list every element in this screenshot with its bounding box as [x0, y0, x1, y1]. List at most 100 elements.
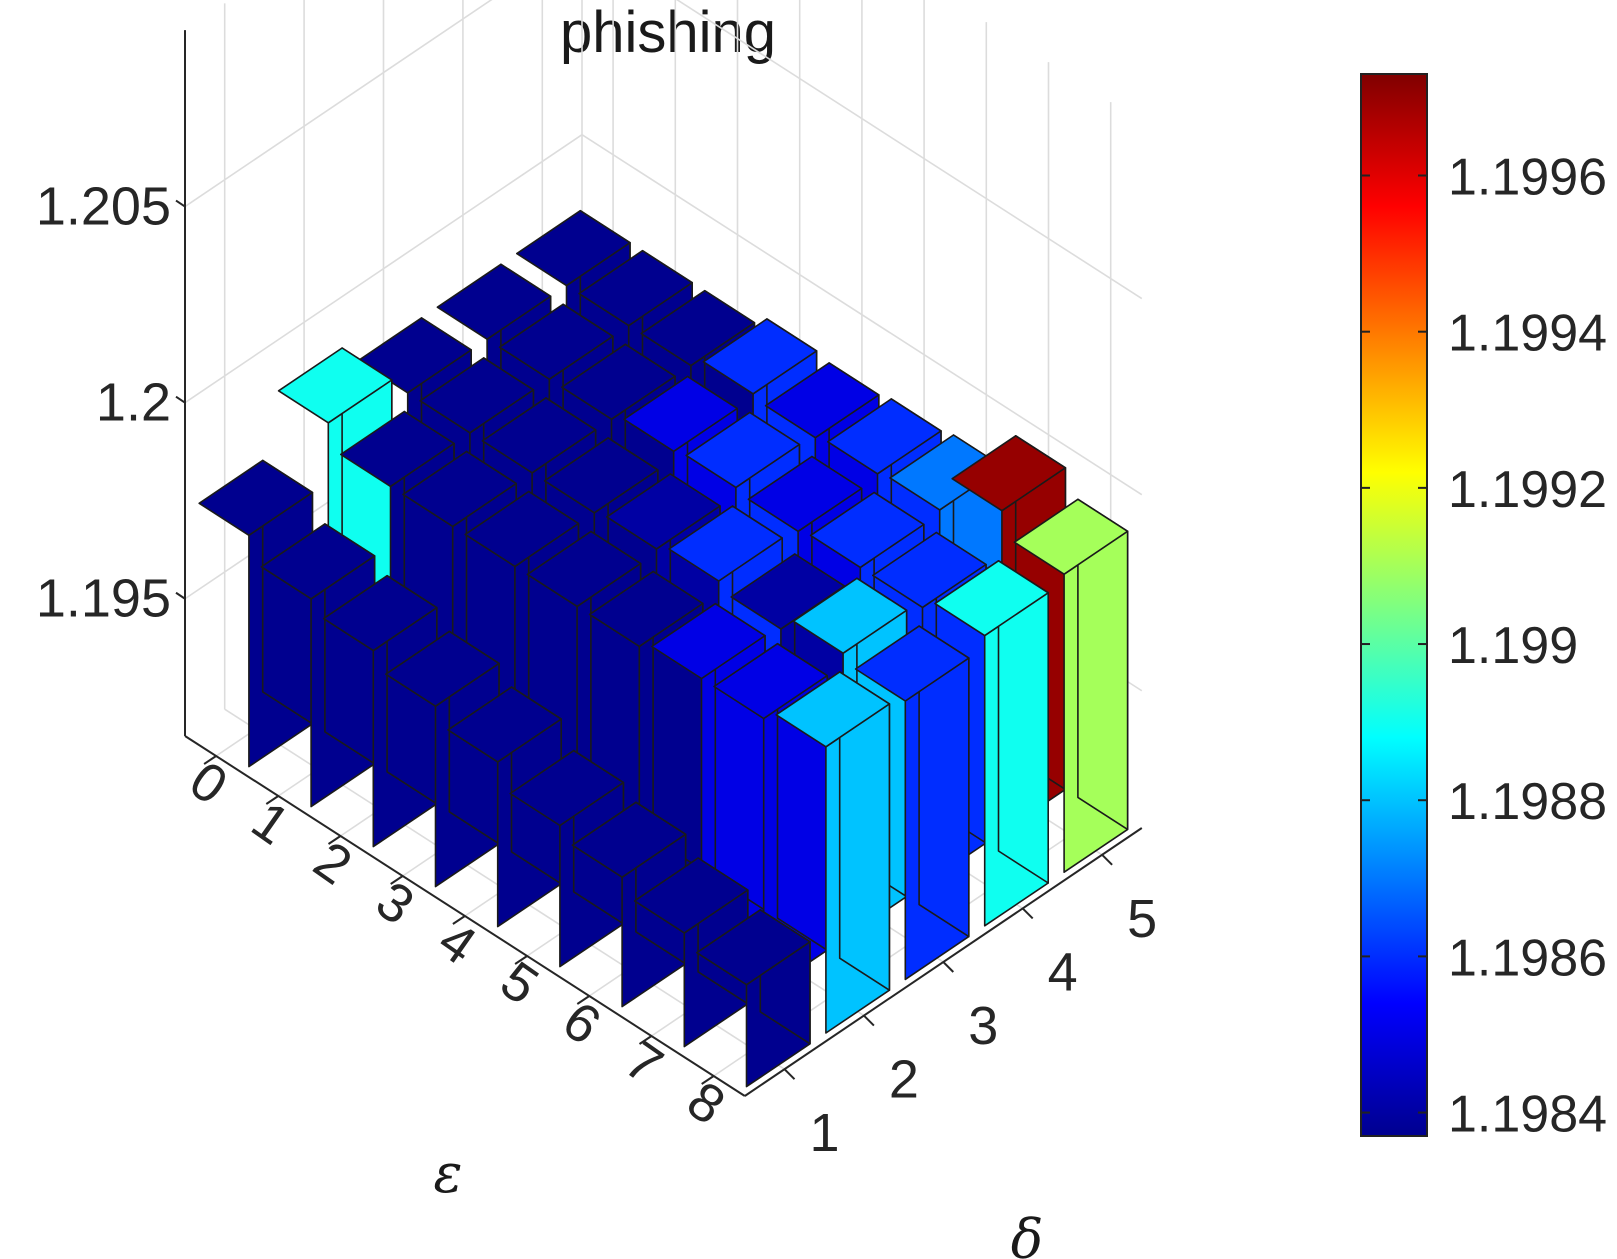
epsilon-tick-label: 5: [490, 950, 549, 1016]
bar: [198, 459, 314, 768]
bar-face-top: [578, 249, 694, 327]
bar-face-top: [481, 397, 597, 474]
epsilon-tick: [265, 795, 279, 805]
bar-face-top: [702, 318, 818, 395]
bar-face-top: [419, 357, 535, 434]
epsilon-tick: [576, 995, 590, 1005]
bar-face-top: [605, 473, 721, 550]
bar-face-top: [447, 686, 563, 763]
bar-face-top: [588, 570, 704, 648]
bar-face-top: [809, 491, 925, 569]
epsilon-tick: [514, 955, 528, 965]
z-tick: [175, 395, 186, 404]
bar-face-top: [934, 559, 1049, 637]
bar-face-top: [571, 801, 687, 879]
bar: [934, 559, 1049, 927]
colorbar-tick-label: 1.1986: [1448, 929, 1607, 987]
chart-title: phishing: [560, 0, 776, 65]
epsilon-tick-label: 0: [179, 750, 238, 816]
bar-face-top: [775, 671, 891, 748]
delta-tick: [863, 1014, 875, 1027]
colorbar: 1.1984 1.1986 1.1988 1.199 1.1992 1.1994 1.199…: [1360, 73, 1607, 1144]
bar-face-top: [640, 289, 756, 367]
bar-face-top: [695, 908, 811, 986]
bar-face-top: [951, 434, 1067, 512]
delta-tick: [942, 961, 955, 973]
epsilon-tick: [390, 875, 404, 885]
bar-face-top: [198, 459, 314, 537]
grid-line-side-z: [676, 0, 1143, 300]
colorbar-tick-label: 1.1992: [1448, 461, 1607, 519]
epsilon-tick: [327, 835, 342, 845]
bar-face-top: [402, 450, 518, 528]
z-tick-label: 1.205: [36, 177, 171, 237]
bar-face-top: [526, 530, 642, 608]
delta-tick-label: 2: [889, 1050, 919, 1110]
epsilon-tick-label: 4: [428, 910, 487, 976]
epsilon-tick: [452, 915, 466, 925]
bar-face-top: [623, 375, 739, 453]
y-axis-label: ε: [434, 1142, 463, 1205]
delta-tick: [1101, 854, 1113, 866]
bar-face-top: [854, 625, 970, 702]
colorbar-gradient: [1360, 73, 1428, 1137]
epsilon-tick-label: 6: [552, 990, 611, 1056]
colorbar-tick-label: 1.1996: [1448, 149, 1607, 207]
z-tick: [175, 199, 186, 208]
bar-face-top: [339, 410, 455, 488]
bar-face-top: [633, 857, 749, 934]
bar-face-top: [509, 749, 625, 827]
bar: [854, 625, 970, 981]
z-tick-label: 1.195: [36, 569, 171, 629]
bar-face-top: [277, 347, 393, 424]
axes: [175, 30, 1143, 1097]
delta-tick-label: 1: [809, 1103, 839, 1163]
bars: [198, 209, 1129, 1088]
z-tick-label: 1.2: [96, 373, 171, 433]
delta-tick: [1021, 907, 1034, 920]
z-tick: [175, 591, 186, 600]
x-axis-label: δ: [1011, 1208, 1044, 1259]
delta-tick: [783, 1068, 796, 1080]
bar-face-top: [498, 303, 614, 381]
epsilon-tick-label: 2: [303, 830, 362, 896]
epsilon-tick: [638, 1035, 653, 1045]
colorbar-tick-label: 1.199: [1448, 617, 1578, 675]
delta-tick-label: 4: [1048, 942, 1078, 1002]
colorbar-tick-label: 1.1984: [1448, 1086, 1607, 1144]
epsilon-tick-label: 7: [614, 1030, 673, 1096]
delta-tick-label: 5: [1127, 889, 1157, 949]
epsilon-tick-label: 1: [241, 790, 300, 856]
grid-line-back-z: [184, 0, 493, 208]
bar-face-top: [1013, 498, 1129, 576]
bar-face-top: [260, 523, 376, 600]
epsilon-tick-label: 8: [677, 1070, 736, 1136]
bar-face-top: [826, 398, 942, 475]
bar-face-top: [515, 209, 631, 287]
bar: [695, 908, 811, 1088]
bar-face-top: [384, 630, 500, 708]
bar-face-top: [436, 263, 552, 341]
bar-face-top: [871, 531, 987, 609]
bar-face-top: [764, 362, 880, 439]
bar-face-top: [685, 411, 801, 489]
bar-face-top: [560, 343, 676, 421]
epsilon-tick: [203, 755, 217, 765]
bar-face-top: [650, 602, 766, 680]
bar-face-top: [543, 437, 659, 514]
bar-face-top: [713, 642, 829, 720]
bar: [775, 671, 891, 1034]
epsilon-tick-label: 3: [366, 870, 425, 936]
bar-face-top: [792, 577, 908, 655]
colorbar-tick-label: 1.1988: [1448, 773, 1607, 831]
grid-line-back-z: [184, 134, 583, 404]
colorbar-tick-label: 1.1994: [1448, 305, 1607, 363]
bar-face-top: [464, 490, 580, 568]
bar: [1013, 498, 1129, 874]
epsilon-tick: [701, 1075, 715, 1085]
grid-line-side-z: [581, 133, 1143, 496]
delta-tick-label: 3: [968, 996, 998, 1056]
bar-face-top: [322, 574, 438, 652]
bar-face-top: [668, 505, 784, 582]
